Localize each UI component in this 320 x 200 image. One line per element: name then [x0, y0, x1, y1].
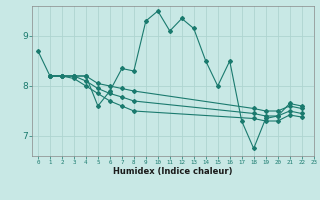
X-axis label: Humidex (Indice chaleur): Humidex (Indice chaleur) — [113, 167, 233, 176]
